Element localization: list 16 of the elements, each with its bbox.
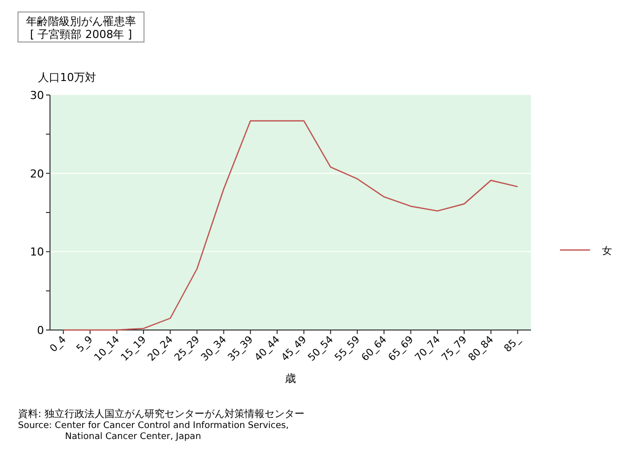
line-series: [62, 120, 518, 331]
text: National Cancer Center, Japan: [65, 432, 202, 442]
y-tick-label: 20: [30, 167, 44, 180]
source-note: Source: Center for Cancer Control and Information Services,: [18, 421, 289, 431]
legend-label: 女: [602, 245, 612, 257]
x-tick-label: 5_9: [74, 334, 96, 355]
x-tick-label: 85_: [502, 334, 524, 355]
y-tick-label: 10: [30, 246, 44, 259]
y-tick-label: 0: [37, 324, 44, 337]
y-axis-title: 人口10万対: [38, 71, 96, 84]
text: 資料: 独立行政法人国立がん研究センターがん対策情報センター: [18, 408, 305, 420]
chart-subtitle: [ 子宮頸部 2008年 ]: [30, 28, 132, 41]
y-tick-label: 30: [30, 89, 44, 102]
x-tick-label: 0_4: [48, 334, 68, 355]
x-axis-title: 歳: [285, 372, 296, 385]
chart-title: 年齢階級別がん罹患率: [26, 15, 136, 28]
